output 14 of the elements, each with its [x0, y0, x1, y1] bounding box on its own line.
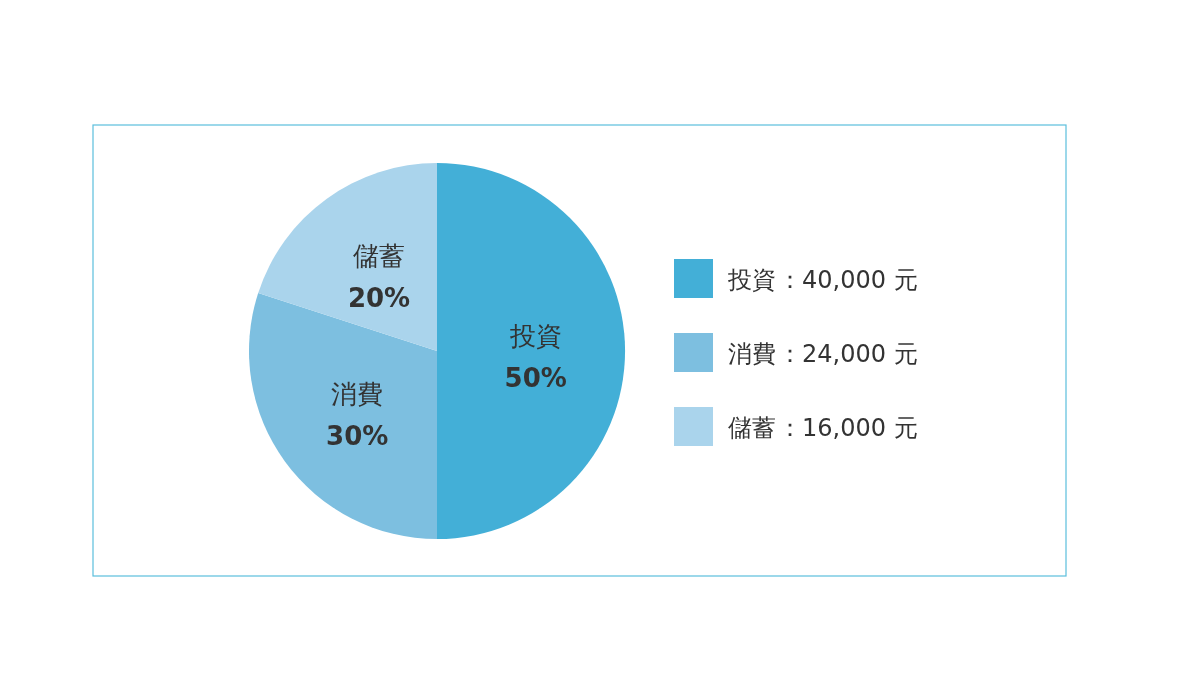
- data-label: ：16,000 元: [778, 414, 918, 442]
- legend-label: 消費: [728, 340, 776, 368]
- pie-slice: [258, 163, 437, 351]
- text: 50%: [504, 363, 567, 393]
- slice-label: 投資: [508, 321, 562, 351]
- data-label: ：24,000 元: [778, 340, 918, 368]
- slice-label: 儲蓄: [352, 241, 405, 272]
- legend-label: 儲蓄: [728, 414, 776, 442]
- legend-label: 投資: [727, 266, 776, 294]
- text: 20%: [347, 283, 411, 314]
- data-label: ：40,000 元: [778, 266, 918, 294]
- slice-label: 消費: [331, 379, 384, 410]
- pie-slice: [437, 163, 625, 539]
- text: 30%: [326, 421, 389, 452]
